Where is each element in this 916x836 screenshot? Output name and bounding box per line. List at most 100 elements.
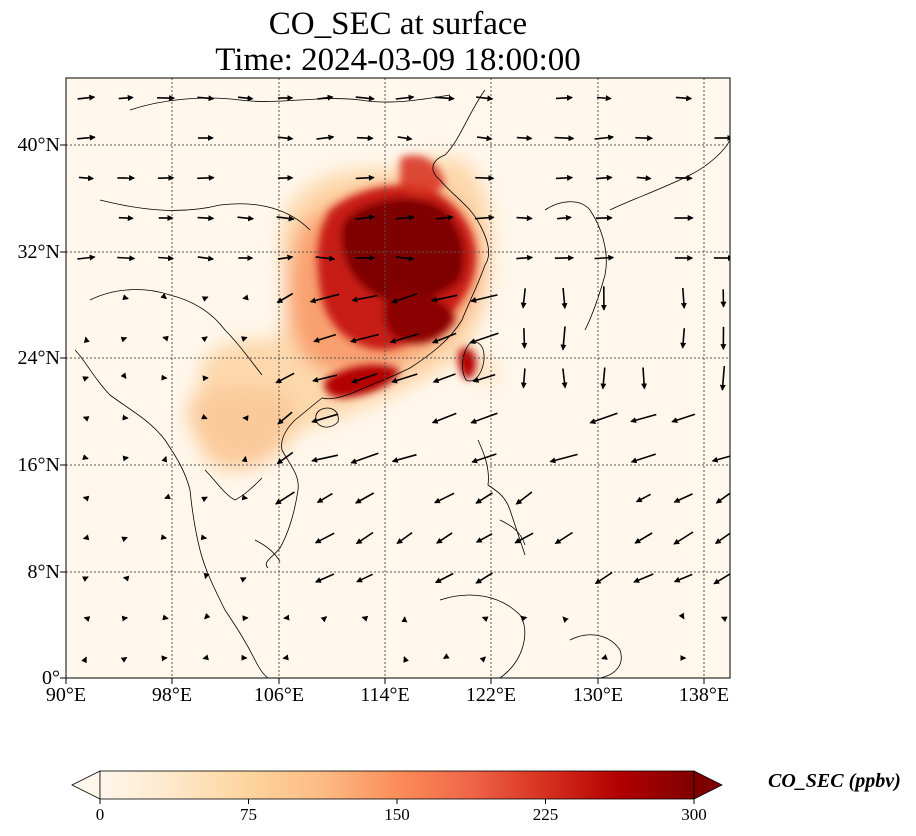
wind-arrow (436, 214, 454, 221)
wind-arrow (635, 493, 651, 503)
axis-ticks (60, 144, 705, 684)
wind-arrow (476, 95, 494, 102)
wind-arrow (204, 612, 211, 620)
lat-label-24: 24°N (17, 347, 60, 369)
wind-arrow (314, 532, 335, 544)
wind-arrow (277, 135, 294, 142)
wind-arrow (313, 333, 337, 343)
wind-arrow (162, 335, 169, 342)
wind-arrow (312, 374, 338, 383)
lat-label-32: 32°N (17, 241, 60, 263)
wind-arrow (391, 373, 418, 384)
wind-arrow (77, 254, 96, 261)
wind-arrow (117, 255, 136, 262)
colorbar-tick-300: 300 (681, 805, 707, 824)
wind-arrow (201, 296, 209, 302)
wind-arrow (521, 328, 528, 349)
wind-arrow (276, 451, 294, 465)
wind-arrow (636, 175, 652, 182)
wind-arrow (561, 368, 568, 389)
wind-arrow (77, 94, 96, 101)
wind-arrow (276, 215, 295, 222)
wind-arrow (475, 572, 493, 584)
wind-arrow (389, 333, 419, 344)
wind-arrow (78, 175, 94, 182)
wind-arrow (311, 413, 339, 424)
wind-arrow (434, 492, 455, 504)
wind-arrow (436, 532, 453, 544)
wind-arrow (514, 532, 534, 544)
wind-arrow (122, 455, 129, 462)
wind-arrow (395, 255, 415, 262)
wind-arrow (83, 616, 91, 622)
wind-arrow (561, 287, 568, 310)
wind-arrow (282, 654, 289, 661)
map-title: CO_SEC at surface (268, 6, 528, 42)
wind-arrow (355, 531, 374, 545)
wind-arrow (121, 536, 128, 543)
colorbar-tick-75: 75 (240, 805, 257, 824)
wind-arrow (477, 135, 493, 142)
lon-label-138: 138°E (678, 684, 730, 706)
colorbar-tick-0: 0 (95, 805, 105, 824)
wind-arrow (719, 366, 726, 391)
wind-arrow (680, 328, 687, 349)
wind-arrow (120, 656, 128, 663)
lat-label-16: 16°N (17, 454, 60, 476)
wind-arrow (589, 412, 618, 424)
wind-arrow (434, 572, 454, 584)
wind-arrow (82, 576, 89, 582)
wind-arrow (403, 656, 409, 663)
wind-arrow (355, 95, 375, 102)
wind-arrow (356, 573, 373, 583)
wind-arrow (630, 453, 656, 464)
wind-arrow (673, 573, 693, 583)
wind-arrow (82, 534, 90, 541)
wind-arrow (432, 373, 456, 384)
wind-arrow (520, 615, 528, 622)
wind-arrow (555, 174, 574, 181)
wind-arrow (555, 94, 573, 101)
wind-arrow (435, 95, 455, 102)
lon-label-114: 114°E (360, 684, 410, 706)
wind-arrow (675, 175, 693, 182)
wind-arrow (431, 412, 457, 424)
wind-arrow (241, 494, 249, 501)
wind-arrow (276, 292, 294, 304)
wind-arrow (596, 95, 612, 102)
wind-arrow (397, 135, 413, 142)
wind-arrow (472, 373, 496, 383)
wind-arrow (595, 174, 613, 181)
wind-arrow (715, 492, 730, 504)
wind-arrow (515, 491, 533, 505)
wind-arrow (320, 616, 328, 623)
wind-arrow (634, 532, 653, 544)
wind-arrow (469, 332, 499, 344)
wind-arrow (675, 95, 693, 102)
wind-arrow (641, 367, 648, 390)
wind-arrow (481, 616, 489, 623)
wind-arrow (600, 367, 607, 390)
colorbar-extend-max (693, 770, 723, 800)
wind-arrow (350, 452, 379, 464)
wind-arrow (160, 292, 167, 300)
wind-arrow (635, 135, 654, 142)
wind-arrow (475, 175, 495, 182)
wind-arrow (520, 368, 527, 389)
wind-arrow (82, 416, 90, 422)
wind-arrow (673, 531, 694, 545)
wind-arrow (557, 214, 572, 221)
wind-arrow (594, 254, 615, 261)
colorbar-tick-225: 225 (532, 805, 559, 824)
gridlines (66, 78, 730, 678)
lon-label-98: 98°E (151, 684, 193, 706)
wind-arrow (554, 135, 575, 142)
wind-arrow (395, 94, 415, 101)
wind-arrow (309, 293, 340, 304)
wind-arrow (118, 94, 134, 101)
wind-arrow (720, 616, 728, 623)
wind-arrow (202, 654, 209, 661)
wind-arrow (680, 287, 687, 309)
wind-arrow (355, 174, 375, 181)
wind-arrow (562, 616, 569, 623)
